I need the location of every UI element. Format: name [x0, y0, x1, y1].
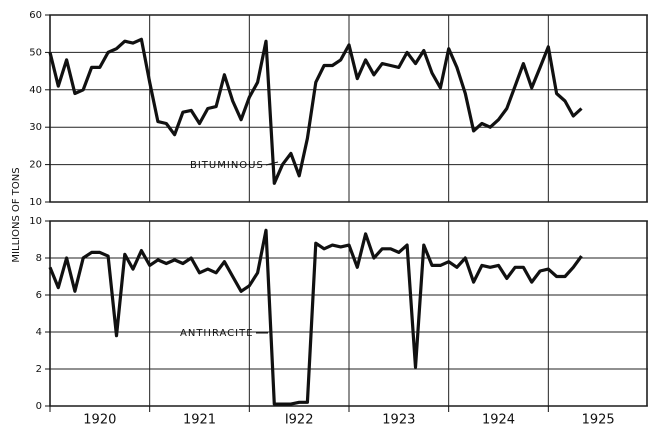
y-tick-label: 50 — [29, 47, 42, 58]
x-tick-label: I922 — [285, 413, 314, 428]
y-axis-label: MILLIONS OF TONS — [11, 167, 22, 262]
y-tick-label: 60 — [29, 10, 42, 21]
y-tick-label: 2 — [36, 364, 42, 375]
y-tick-label: 10 — [29, 216, 42, 227]
y-tick-label: 30 — [29, 122, 42, 133]
annotation: BITUMINOUS — [190, 160, 264, 171]
y-tick-label: 10 — [29, 197, 42, 208]
x-tick-label: 1921 — [183, 413, 216, 428]
y-tick-label: 6 — [36, 290, 42, 301]
y-tick-label: 8 — [36, 253, 42, 264]
x-tick-label: 1924 — [482, 413, 515, 428]
annotation: ANTHRACITE — [180, 328, 254, 339]
y-tick-label: 0 — [36, 401, 42, 412]
data-line — [48, 228, 583, 406]
y-tick-label: 40 — [29, 85, 42, 96]
x-tick-label: 1925 — [582, 413, 615, 428]
data-line — [48, 37, 583, 185]
x-tick-label: 1920 — [83, 413, 116, 428]
y-tick-label: 4 — [36, 327, 42, 338]
y-tick-label: 20 — [29, 160, 42, 171]
x-tick-label: 1923 — [382, 413, 415, 428]
